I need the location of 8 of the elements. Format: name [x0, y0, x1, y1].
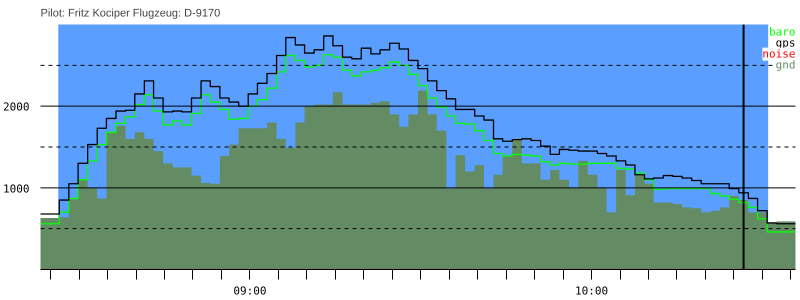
- x-tick-label: 09:00: [233, 284, 266, 298]
- text: baro: [769, 26, 796, 39]
- text: gnd: [776, 58, 796, 72]
- legend-label: noise: [762, 48, 796, 61]
- y-tick-label: 2000: [3, 100, 30, 114]
- x-tick-label: 10:00: [574, 284, 608, 298]
- chart-title: Pilot: Fritz Kociper Flugzeug: D-9170: [40, 8, 220, 20]
- y-tick-label: 1000: [3, 182, 30, 196]
